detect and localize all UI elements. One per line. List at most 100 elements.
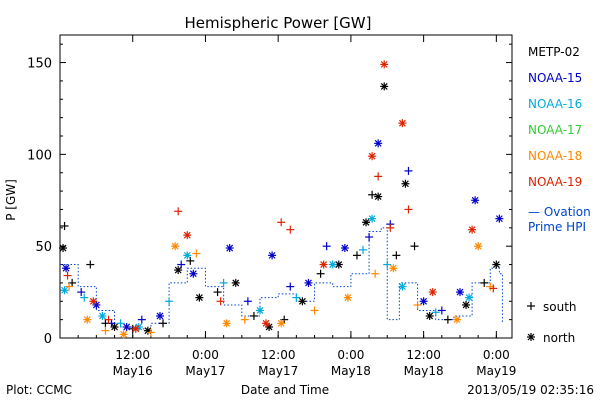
star-d2	[183, 231, 191, 239]
data-point-north	[155, 311, 164, 320]
star-d2	[144, 327, 152, 335]
x-tick-date: May18	[331, 364, 371, 378]
data-point-north	[134, 322, 143, 331]
data-point-south	[137, 315, 146, 324]
data-point-south	[404, 166, 413, 175]
star-d2	[341, 244, 349, 252]
data-point-north	[119, 330, 128, 339]
data-point-north	[425, 311, 434, 320]
ovation-legend-line1: — Ovation	[528, 205, 591, 219]
data-point-south	[243, 297, 252, 306]
data-point-north	[452, 315, 461, 324]
x-tick-date: May18	[404, 364, 444, 378]
data-point-south	[159, 319, 168, 328]
star-d2	[374, 139, 382, 147]
data-point-north	[222, 319, 231, 328]
star-d2	[59, 244, 67, 252]
legend-entry: NOAA-18	[528, 149, 582, 163]
star-d2	[132, 325, 140, 333]
star-d2	[298, 297, 306, 305]
data-point-north	[368, 152, 377, 161]
x-tick-label: 12:00	[115, 348, 150, 362]
data-point-north	[471, 196, 480, 205]
star-d2	[402, 180, 409, 188]
data-point-south	[443, 315, 452, 324]
data-point-south	[374, 172, 383, 181]
star-d2	[465, 294, 473, 302]
star-d2	[305, 279, 312, 287]
x-axis-label: Date and Time	[241, 383, 329, 397]
data-point-north	[428, 288, 437, 297]
x-tick-label: 0:00	[337, 348, 364, 362]
legend: METP-02 NOAA-15 NOAA-16 NOAA-17 NOAA-18 NOAA-…	[528, 45, 582, 189]
data-point-south	[101, 326, 110, 335]
star-d2	[398, 119, 406, 127]
star-d2	[471, 196, 479, 204]
star-d2	[265, 323, 273, 331]
data-point-north	[183, 251, 192, 260]
data-point-north	[122, 322, 131, 331]
data-point-north	[340, 244, 349, 253]
y-axis-label: P [GW]	[4, 179, 18, 221]
data-point-south	[316, 269, 325, 278]
data-point-north	[60, 286, 69, 295]
plot-frame	[59, 34, 513, 339]
x-tick-label: 0:00	[483, 348, 510, 362]
data-point-north	[374, 139, 383, 148]
data-point-south	[404, 205, 413, 214]
star-d2	[189, 270, 197, 278]
data-point-north	[319, 260, 328, 269]
star-d2	[89, 297, 97, 305]
data-point-north	[83, 315, 92, 324]
data-point-north	[398, 282, 407, 291]
data-point-north	[492, 260, 501, 269]
data-point-south	[249, 311, 258, 320]
star-d2	[474, 242, 482, 250]
x-axis: 12:00 May16 0:00 May17 12:00 May17 0:00 May18 12…	[77, 35, 516, 378]
footer-timestamp: 2013/05/19 02:35:16	[467, 383, 594, 397]
data-point-north	[304, 278, 313, 287]
x-tick-date: May17	[258, 364, 298, 378]
data-point-north	[171, 242, 180, 251]
data-point-south	[116, 319, 125, 328]
data-point-north	[455, 288, 464, 297]
data-point-south	[240, 315, 249, 324]
star-d2	[389, 264, 397, 272]
star-d2	[492, 261, 500, 268]
legend-entry: NOAA-15	[528, 71, 582, 85]
star-d2	[195, 294, 203, 302]
data-point-south	[77, 288, 86, 297]
star-d2	[374, 193, 382, 201]
star-d2	[61, 286, 68, 294]
y-tick-label: 100	[27, 148, 52, 163]
x-tick-label: 12:00	[261, 348, 296, 362]
data-point-south	[371, 269, 380, 278]
data-point-south	[310, 306, 319, 315]
star-d2	[256, 307, 264, 314]
x-tick-date: May17	[185, 364, 225, 378]
star-d2	[429, 288, 437, 296]
data-point-south	[359, 245, 368, 254]
x-tick-date: May16	[113, 364, 153, 378]
data-point-north	[328, 260, 337, 269]
data-point-north	[495, 214, 504, 223]
star-d2	[468, 226, 476, 234]
data-point-north	[268, 251, 277, 260]
star-d2	[277, 319, 285, 327]
data-point-south	[322, 242, 331, 251]
x-tick-date: May19	[476, 364, 516, 378]
data-point-south	[63, 271, 72, 280]
star-d2	[344, 294, 352, 302]
data-point-south	[80, 293, 89, 302]
data-points	[59, 60, 504, 339]
data-point-south	[292, 293, 301, 302]
data-point-north	[195, 293, 204, 302]
star-d2	[83, 316, 91, 324]
data-point-south	[489, 284, 498, 293]
data-point-north	[262, 319, 271, 328]
data-point-south	[286, 225, 295, 234]
y-axis: 0 50 100 150	[27, 43, 512, 347]
star-d2	[111, 323, 118, 331]
data-point-south	[165, 297, 174, 306]
legend-entry: NOAA-19	[528, 175, 582, 189]
